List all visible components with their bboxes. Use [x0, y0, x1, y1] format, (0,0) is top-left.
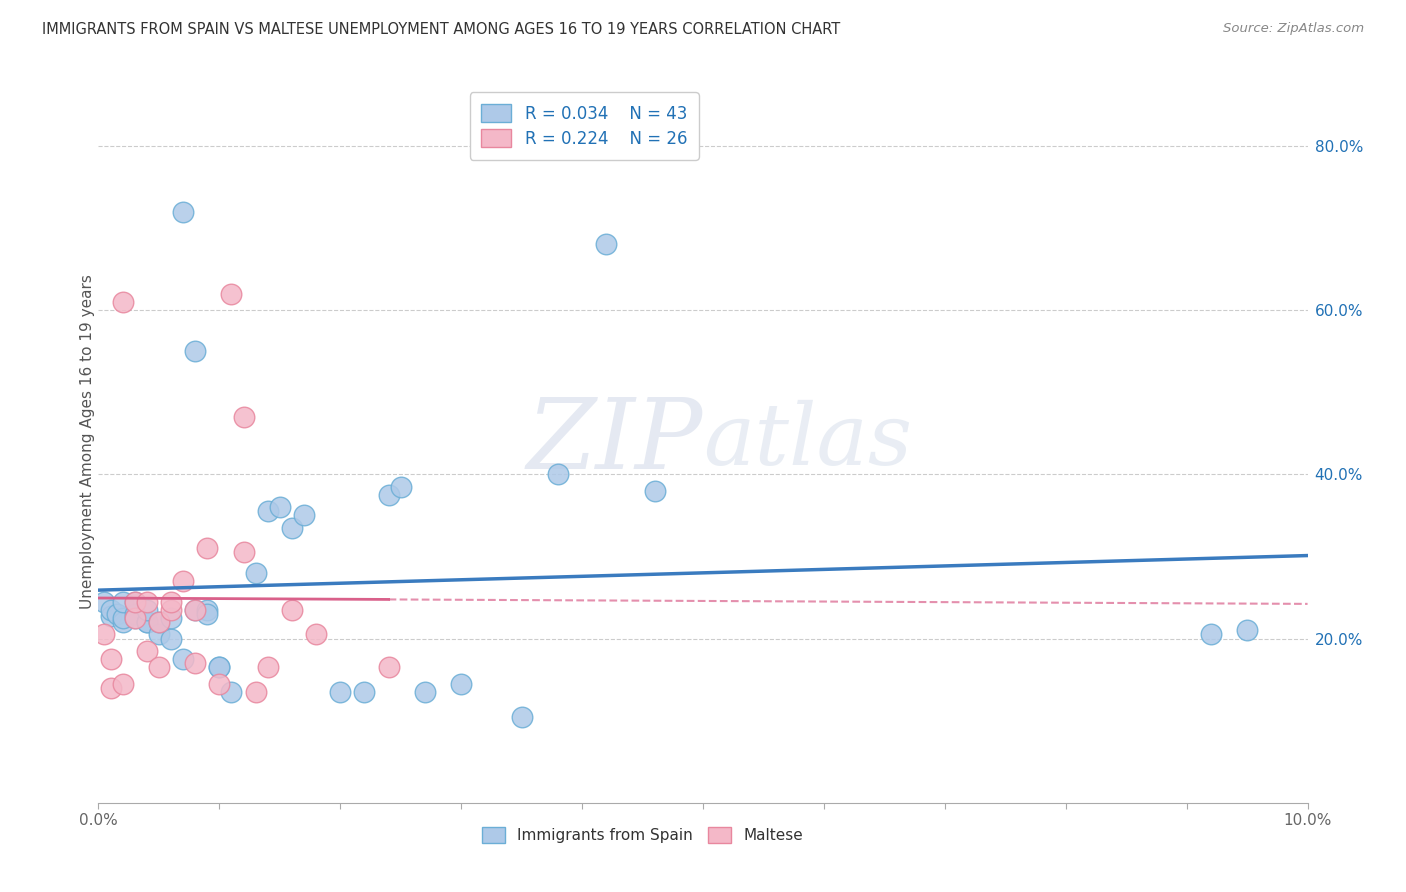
Point: [172, 574, 194, 588]
Point: [135, 603, 157, 617]
Point: [93, 627, 115, 641]
Point: [389, 480, 412, 494]
Point: [160, 594, 183, 608]
Point: [160, 632, 183, 646]
Point: [100, 608, 122, 623]
Point: [413, 685, 436, 699]
Point: [256, 660, 278, 674]
Point: [160, 611, 183, 625]
Point: [100, 603, 122, 617]
Point: [1236, 624, 1258, 638]
Point: [292, 508, 315, 523]
Point: [124, 607, 146, 621]
Point: [232, 409, 254, 424]
Point: [208, 677, 231, 691]
Point: [148, 660, 170, 674]
Point: [160, 603, 183, 617]
Text: Source: ZipAtlas.com: Source: ZipAtlas.com: [1223, 22, 1364, 36]
Point: [124, 611, 146, 625]
Point: [353, 685, 375, 699]
Point: [195, 607, 218, 621]
Point: [184, 603, 207, 617]
Point: [111, 677, 134, 691]
Point: [135, 615, 157, 630]
Point: [450, 677, 472, 691]
Point: [135, 644, 157, 658]
Point: [184, 603, 207, 617]
Point: [269, 500, 291, 515]
Point: [135, 615, 157, 630]
Point: [148, 627, 170, 641]
Point: [184, 344, 207, 359]
Point: [148, 615, 170, 630]
Point: [644, 483, 666, 498]
Text: atlas: atlas: [703, 401, 912, 483]
Point: [100, 681, 122, 695]
Point: [184, 657, 207, 671]
Point: [195, 541, 218, 556]
Point: [1199, 627, 1222, 641]
Point: [208, 660, 231, 674]
Point: [377, 660, 399, 674]
Point: [232, 545, 254, 559]
Point: [305, 627, 328, 641]
Point: [111, 295, 134, 310]
Point: [221, 286, 243, 301]
Y-axis label: Unemployment Among Ages 16 to 19 years: Unemployment Among Ages 16 to 19 years: [80, 274, 94, 609]
Legend: Immigrants from Spain, Maltese: Immigrants from Spain, Maltese: [475, 822, 810, 849]
Point: [281, 603, 304, 617]
Point: [172, 204, 194, 219]
Point: [124, 611, 146, 625]
Point: [329, 685, 352, 699]
Point: [510, 709, 533, 723]
Point: [377, 488, 399, 502]
Point: [135, 594, 157, 608]
Point: [172, 652, 194, 666]
Point: [245, 685, 267, 699]
Point: [124, 594, 146, 608]
Text: IMMIGRANTS FROM SPAIN VS MALTESE UNEMPLOYMENT AMONG AGES 16 TO 19 YEARS CORRELAT: IMMIGRANTS FROM SPAIN VS MALTESE UNEMPLO…: [42, 22, 841, 37]
Point: [111, 594, 134, 608]
Point: [93, 594, 115, 608]
Point: [595, 237, 617, 252]
Point: [208, 660, 231, 674]
Point: [148, 615, 170, 630]
Point: [100, 652, 122, 666]
Point: [124, 594, 146, 608]
Point: [281, 521, 304, 535]
Point: [245, 566, 267, 580]
Point: [111, 611, 134, 625]
Text: ZIP: ZIP: [527, 394, 703, 489]
Point: [105, 607, 128, 621]
Point: [547, 467, 569, 482]
Point: [221, 685, 243, 699]
Point: [111, 615, 134, 630]
Point: [256, 504, 278, 518]
Point: [195, 603, 218, 617]
